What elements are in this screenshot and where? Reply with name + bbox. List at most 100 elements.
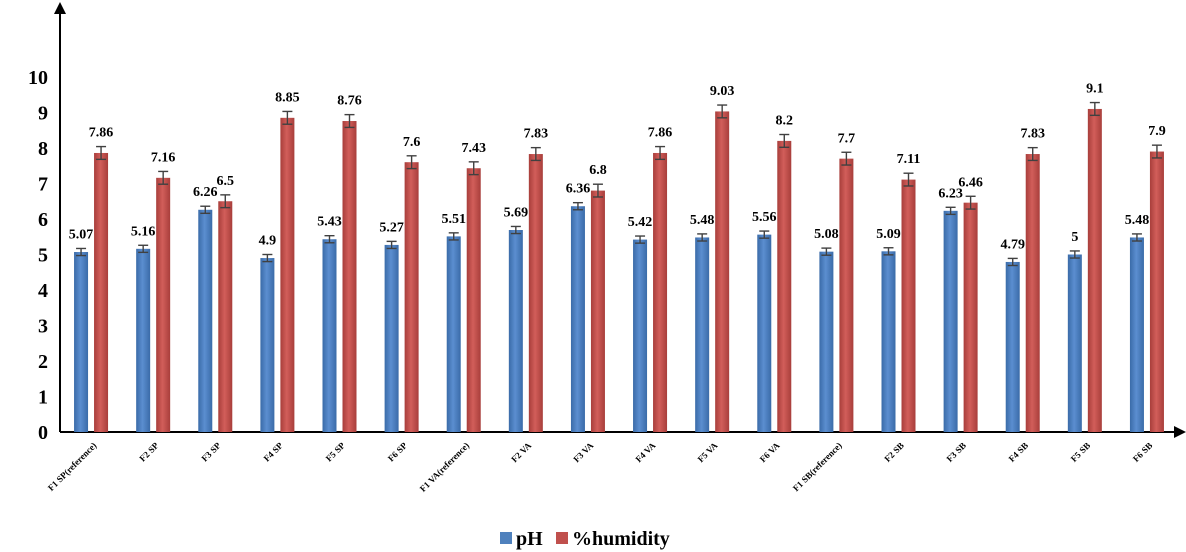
category-labels: F1 SP(reference) F2 SP F3 SP F4 SP F5 SP F6 S… xyxy=(46,440,1154,494)
bar-humidity xyxy=(218,201,233,432)
error-bar xyxy=(821,247,832,256)
bar-ph xyxy=(384,244,399,432)
bar-ph xyxy=(136,248,151,432)
y-axis-arrow xyxy=(54,2,66,14)
category-label: F3 SP xyxy=(200,440,224,464)
category-label: F2 SP xyxy=(137,440,161,464)
data-label: 7.86 xyxy=(89,126,114,141)
bar-humidity xyxy=(342,121,357,433)
error-bar xyxy=(592,183,603,198)
y-tick-label: 6 xyxy=(38,209,48,231)
category-label: F1 VA(reference) xyxy=(418,440,471,493)
data-label: 5.69 xyxy=(504,205,529,220)
error-bar xyxy=(76,247,87,257)
y-tick-label: 3 xyxy=(38,316,48,338)
error-bar xyxy=(406,155,417,170)
data-label: 5.16 xyxy=(131,224,156,239)
bar-ph xyxy=(260,258,275,432)
y-tick-labels: 0 1 2 3 4 5 6 7 8 9 10 xyxy=(28,67,48,444)
category-label: F3 VA xyxy=(571,440,595,464)
x-axis-arrow xyxy=(1174,426,1186,438)
bar-humidity xyxy=(653,152,668,432)
y-tick-label: 2 xyxy=(38,351,48,373)
bar-ph xyxy=(1129,237,1144,432)
data-label: 7.86 xyxy=(648,126,673,141)
bar-humidity xyxy=(1149,151,1164,433)
bar-ph xyxy=(198,209,213,432)
error-bar xyxy=(324,234,335,244)
y-tick-label: 10 xyxy=(28,67,48,89)
legend-swatch-ph xyxy=(500,532,512,544)
x-axis xyxy=(60,426,1186,438)
error-bar xyxy=(697,233,708,242)
error-bar xyxy=(262,253,273,263)
error-bar xyxy=(200,205,211,215)
data-label: 6.26 xyxy=(193,185,218,200)
error-bar xyxy=(903,172,914,187)
data-label: 7.43 xyxy=(461,141,486,156)
category-label: F6 SB xyxy=(1131,440,1155,464)
y-tick-label: 5 xyxy=(38,245,48,267)
error-bar xyxy=(96,145,107,161)
category-label: F5 VA xyxy=(696,440,720,464)
data-label: 7.83 xyxy=(524,127,549,142)
error-bar xyxy=(158,170,169,185)
bar-humidity xyxy=(777,140,792,432)
y-tick-label: 4 xyxy=(38,280,48,302)
data-label: 7.7 xyxy=(838,131,856,146)
data-label: 5.27 xyxy=(379,220,404,235)
bar-humidity xyxy=(466,168,481,433)
y-tick-label: 1 xyxy=(38,387,48,409)
category-label: F1 SB(reference) xyxy=(791,440,844,493)
bar-humidity xyxy=(839,158,854,432)
error-bar xyxy=(1131,233,1142,242)
data-label: 6.36 xyxy=(566,182,591,197)
bar-humidity xyxy=(156,177,171,432)
data-label: 9.1 xyxy=(1086,82,1104,97)
error-bar xyxy=(282,110,293,125)
bar-ph xyxy=(570,206,585,432)
bar-humidity xyxy=(280,117,295,432)
data-label: 4.79 xyxy=(1000,237,1025,252)
bar-ph xyxy=(1005,261,1020,432)
data-label: 7.11 xyxy=(897,152,921,167)
error-bar xyxy=(386,240,397,250)
data-label: 7.6 xyxy=(403,135,421,150)
bar-ph xyxy=(633,239,648,432)
error-bar xyxy=(138,244,149,254)
category-label: F6 VA xyxy=(758,440,782,464)
data-label: 5.42 xyxy=(628,215,653,230)
error-bar xyxy=(841,151,852,166)
bar-humidity xyxy=(901,179,916,432)
error-bar xyxy=(759,230,770,239)
bar-humidity xyxy=(963,202,978,432)
data-label: 6.8 xyxy=(589,163,607,178)
legend: pH %humidity xyxy=(500,528,670,550)
data-label: 7.83 xyxy=(1020,127,1045,142)
data-label: 8.2 xyxy=(776,114,794,129)
bar-humidity xyxy=(528,154,543,432)
error-bar xyxy=(468,161,479,176)
bar-humidity xyxy=(1087,108,1102,432)
category-label: F3 SB xyxy=(945,440,969,464)
bar-humidity xyxy=(1025,154,1040,432)
data-label: 7.16 xyxy=(151,150,176,165)
error-bar xyxy=(448,232,459,241)
data-label: 5.07 xyxy=(69,227,94,242)
data-labels: 5.07 7.86 5.16 7.16 6.266.5 4.9 8.85 5.43 8.76 5.… xyxy=(69,82,1166,253)
legend-swatch-humidity xyxy=(556,532,568,544)
bar-ph xyxy=(446,236,461,432)
error-bar xyxy=(220,194,231,209)
error-bars xyxy=(76,101,1162,267)
error-bar xyxy=(965,195,976,210)
legend-label-ph: pH xyxy=(516,528,543,550)
data-label: 9.03 xyxy=(710,84,735,99)
error-bar xyxy=(344,113,355,129)
data-label: 6.23 xyxy=(938,186,963,201)
data-label: 5.48 xyxy=(1125,213,1150,228)
error-bar xyxy=(635,235,646,244)
error-bar xyxy=(1069,250,1080,259)
legend-label-humidity: %humidity xyxy=(572,528,670,550)
error-bar xyxy=(655,145,666,161)
bar-humidity xyxy=(590,190,605,432)
